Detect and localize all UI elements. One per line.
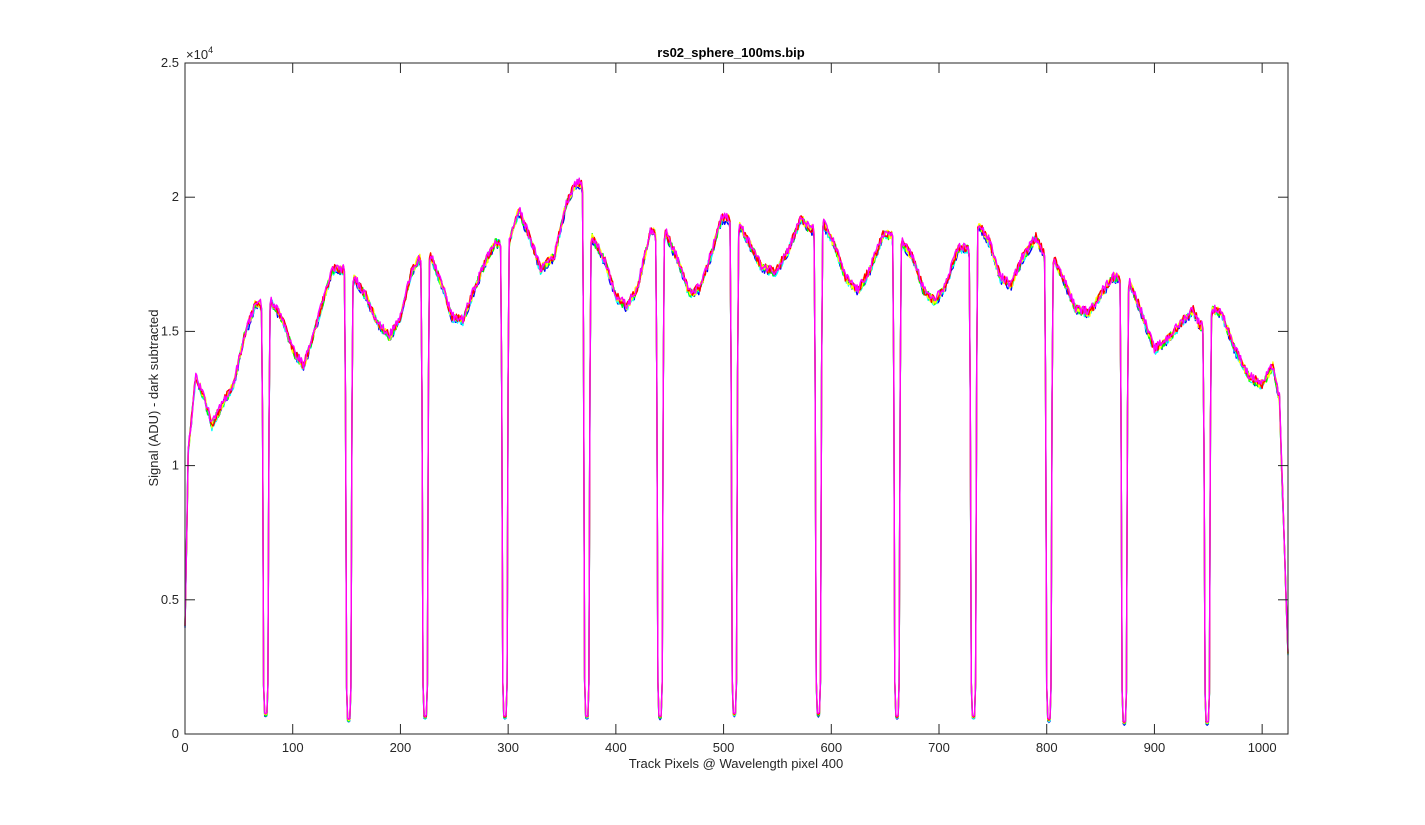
y-tick-label: 1.5 <box>161 323 179 338</box>
x-tick-label: 1000 <box>1248 740 1277 755</box>
y-exponent-power: 4 <box>208 45 213 55</box>
y-tick-label: 0 <box>172 726 179 741</box>
series-layer <box>184 177 1289 726</box>
y-exponent-label: ×104 <box>186 45 213 62</box>
x-tick-label: 600 <box>820 740 842 755</box>
series-line-6 <box>184 177 1289 723</box>
x-tick-label: 500 <box>713 740 735 755</box>
y-axis-label: Signal (ADU) - dark subtracted <box>146 309 161 486</box>
y-exponent-base: ×10 <box>186 47 208 62</box>
x-tick-label: 400 <box>605 740 627 755</box>
y-tick-label: 1 <box>172 458 179 473</box>
x-tick-label: 900 <box>1144 740 1166 755</box>
x-tick-label: 700 <box>928 740 950 755</box>
x-axis-label: Track Pixels @ Wavelength pixel 400 <box>629 756 844 771</box>
x-tick-label: 100 <box>282 740 304 755</box>
x-tick-label: 800 <box>1036 740 1058 755</box>
axes-box <box>184 62 1289 735</box>
x-ticks: 0 100 200 300 400 500 600 700 800 900 1000 <box>181 63 1277 755</box>
x-tick-label: 200 <box>390 740 412 755</box>
y-tick-label: 2 <box>172 189 179 204</box>
y-ticks: 0 0.5 1 1.5 2 2.5 <box>161 55 1288 741</box>
y-tick-label: 2.5 <box>161 55 179 70</box>
x-tick-label: 0 <box>181 740 188 755</box>
x-tick-label: 300 <box>497 740 519 755</box>
chart-title: rs02_sphere_100ms.bip <box>657 45 804 60</box>
y-tick-label: 0.5 <box>161 592 179 607</box>
